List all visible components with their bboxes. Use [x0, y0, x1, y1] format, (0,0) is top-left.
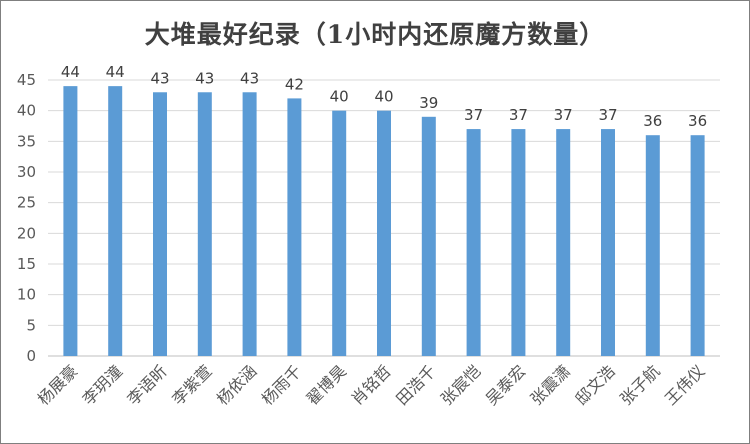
bar: [511, 129, 526, 356]
x-tick-label: 翟博昊: [303, 361, 350, 408]
x-tick-label: 张宸恺: [437, 361, 484, 408]
data-label: 37: [464, 106, 483, 124]
x-tick-label: 王伟仪: [661, 361, 708, 408]
x-tick-label: 邸文浩: [571, 361, 618, 408]
y-tick-label: 40: [17, 102, 36, 120]
x-tick-label: 田浩千: [392, 361, 439, 408]
bar: [377, 110, 391, 357]
x-axis-labels: 杨展豪李玥潼李语昕李紫萱杨依涵杨雨千翟博昊肖铭哲田浩千张宸恺吴泰宏张震潇邸文浩张…: [34, 361, 709, 408]
x-tick-label: 张震潇: [527, 361, 574, 408]
data-label: 40: [330, 88, 349, 106]
y-axis-ticks: 0 5 10 15 20 25 30 35 40 45: [17, 71, 36, 365]
bar: [601, 129, 615, 356]
x-tick-label: 李玥潼: [79, 361, 126, 408]
x-tick-label: 李语昕: [123, 361, 170, 408]
data-label: 42: [285, 75, 304, 93]
bar: [242, 92, 257, 357]
data-label: 43: [150, 69, 169, 87]
data-label: 43: [240, 69, 259, 87]
bars: [63, 86, 705, 357]
y-tick-label: 5: [26, 316, 36, 334]
x-tick-label: 杨依涵: [213, 361, 260, 408]
y-tick-label: 45: [17, 71, 36, 89]
x-tick-label: 杨展豪: [34, 361, 81, 408]
y-tick-label: 0: [26, 347, 36, 365]
bar: [690, 135, 705, 356]
bar: [108, 86, 123, 356]
bar: [645, 135, 660, 356]
y-tick-label: 15: [17, 255, 36, 273]
data-label: 36: [643, 112, 662, 130]
data-label: 36: [688, 112, 707, 130]
chart-title: 大堆最好纪录（1小时内还原魔方数量）: [144, 20, 606, 49]
data-label: 44: [61, 63, 80, 81]
bar: [421, 116, 436, 356]
bar: [287, 98, 302, 357]
data-labels: 44 44 43 43 43 42 40 40 39 37 37 37 37 36 36: [61, 63, 707, 130]
bar: [63, 86, 78, 356]
y-tick-label: 25: [17, 194, 36, 212]
y-tick-label: 35: [17, 132, 36, 150]
bar: [153, 92, 167, 357]
x-tick-label: 李紫萱: [168, 361, 215, 408]
bar: [332, 110, 347, 357]
data-label: 44: [106, 63, 125, 81]
data-label: 40: [374, 88, 393, 106]
y-tick-label: 30: [17, 163, 36, 181]
x-tick-label: 吴泰宏: [482, 361, 529, 408]
bar: [197, 92, 212, 357]
data-label: 37: [598, 106, 617, 124]
data-label: 39: [419, 94, 438, 112]
bar: [556, 129, 571, 356]
x-tick-label: 肖铭哲: [347, 361, 394, 408]
y-tick-label: 10: [17, 286, 36, 304]
data-label: 43: [195, 69, 214, 87]
x-tick-label: 杨雨千: [258, 361, 305, 408]
data-label: 37: [554, 106, 573, 124]
y-tick-label: 20: [17, 224, 36, 242]
bar: [466, 129, 481, 356]
data-label: 37: [509, 106, 528, 124]
x-tick-label: 张子航: [616, 361, 663, 408]
